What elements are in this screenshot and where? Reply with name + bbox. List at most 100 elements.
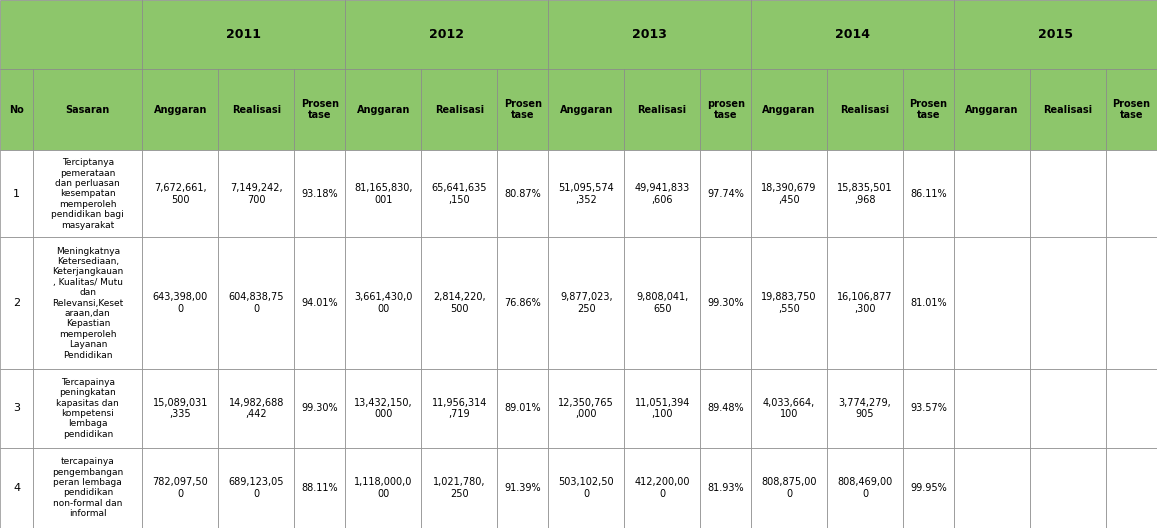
Text: 49,941,833
,606: 49,941,833 ,606 — [634, 183, 690, 205]
Bar — [294, 448, 345, 528]
Text: 13,432,150,
000: 13,432,150, 000 — [354, 398, 413, 419]
Bar — [498, 448, 548, 528]
Bar — [904, 237, 955, 369]
Bar — [955, 448, 1030, 528]
Bar — [955, 0, 1157, 69]
Text: 88.11%: 88.11% — [302, 483, 338, 493]
Text: 91.39%: 91.39% — [504, 483, 541, 493]
Bar — [219, 448, 294, 528]
Bar — [904, 369, 955, 448]
Bar — [142, 0, 345, 69]
Text: Tercapainya
peningkatan
kapasitas dan
kompetensi
lembaga
pendidikan: Tercapainya peningkatan kapasitas dan ko… — [57, 378, 119, 439]
Text: 99.95%: 99.95% — [911, 483, 946, 493]
Text: 1: 1 — [13, 189, 20, 199]
Text: Realisasi: Realisasi — [840, 105, 890, 115]
Bar — [0, 0, 142, 69]
Text: 99.30%: 99.30% — [707, 298, 744, 308]
Bar — [421, 448, 498, 528]
Bar — [548, 69, 624, 150]
Text: 4: 4 — [13, 483, 20, 493]
Text: 99.30%: 99.30% — [302, 403, 338, 413]
Text: No: No — [9, 105, 24, 115]
Text: 86.11%: 86.11% — [911, 189, 946, 199]
Text: 503,102,50
0: 503,102,50 0 — [559, 477, 614, 498]
Text: 7,672,661,
500: 7,672,661, 500 — [154, 183, 207, 205]
Text: 14,982,688
,442: 14,982,688 ,442 — [229, 398, 283, 419]
Text: 808,875,00
0: 808,875,00 0 — [761, 477, 817, 498]
Bar — [498, 237, 548, 369]
Bar — [1030, 69, 1106, 150]
Bar — [955, 237, 1030, 369]
Text: 2,814,220,
500: 2,814,220, 500 — [433, 293, 486, 314]
Text: Realisasi: Realisasi — [1044, 105, 1092, 115]
Text: 2012: 2012 — [429, 28, 464, 41]
Text: 93.57%: 93.57% — [911, 403, 946, 413]
Text: 2015: 2015 — [1038, 28, 1073, 41]
Text: 51,095,574
,352: 51,095,574 ,352 — [559, 183, 614, 205]
Bar — [548, 448, 624, 528]
Text: 604,838,75
0: 604,838,75 0 — [229, 293, 285, 314]
Text: 3,774,279,
905: 3,774,279, 905 — [839, 398, 891, 419]
Bar — [548, 237, 624, 369]
Bar — [548, 150, 624, 237]
Text: 15,089,031
,335: 15,089,031 ,335 — [153, 398, 208, 419]
Bar — [700, 150, 751, 237]
Bar — [219, 150, 294, 237]
Bar — [1030, 369, 1106, 448]
Text: 2: 2 — [13, 298, 20, 308]
Text: Realisasi: Realisasi — [231, 105, 281, 115]
Bar — [345, 237, 421, 369]
Text: 1,021,780,
250: 1,021,780, 250 — [433, 477, 486, 498]
Bar — [345, 369, 421, 448]
Bar — [751, 69, 827, 150]
Text: Anggaran: Anggaran — [965, 105, 1019, 115]
Bar — [1106, 69, 1157, 150]
Text: 89.01%: 89.01% — [504, 403, 541, 413]
Text: Prosen
tase: Prosen tase — [909, 99, 948, 120]
Text: Anggaran: Anggaran — [154, 105, 207, 115]
Bar — [827, 448, 904, 528]
Text: 782,097,50
0: 782,097,50 0 — [153, 477, 208, 498]
Bar — [0, 369, 34, 448]
Text: 18,390,679
,450: 18,390,679 ,450 — [761, 183, 817, 205]
Text: 81,165,830,
001: 81,165,830, 001 — [354, 183, 413, 205]
Text: 9,877,023,
250: 9,877,023, 250 — [560, 293, 612, 314]
Text: 12,350,765
,000: 12,350,765 ,000 — [559, 398, 614, 419]
Text: Meningkatnya
Ketersediaan,
Keterjangkauan
, Kualitas/ Mutu
dan
Relevansi,Keset
a: Meningkatnya Ketersediaan, Keterjangkaua… — [52, 247, 124, 360]
Bar — [624, 69, 700, 150]
Bar — [498, 369, 548, 448]
Bar — [294, 237, 345, 369]
Bar — [34, 448, 142, 528]
Text: 65,641,635
,150: 65,641,635 ,150 — [432, 183, 487, 205]
Text: 1,118,000,0
00: 1,118,000,0 00 — [354, 477, 413, 498]
Text: 3,661,430,0
00: 3,661,430,0 00 — [354, 293, 413, 314]
Bar — [751, 369, 827, 448]
Bar — [34, 369, 142, 448]
Text: 7,149,242,
700: 7,149,242, 700 — [230, 183, 282, 205]
Text: Prosen
tase: Prosen tase — [503, 99, 541, 120]
Bar — [700, 369, 751, 448]
Text: 412,200,00
0: 412,200,00 0 — [634, 477, 690, 498]
Bar — [904, 69, 955, 150]
Text: tercapainya
pengembangan
peran lembaga
pendidikan
non-formal dan
informal: tercapainya pengembangan peran lembaga p… — [52, 457, 124, 518]
Bar — [1106, 150, 1157, 237]
Bar — [1106, 369, 1157, 448]
Text: 4,033,664,
100: 4,033,664, 100 — [762, 398, 816, 419]
Bar — [0, 237, 34, 369]
Bar — [345, 69, 421, 150]
Bar — [624, 369, 700, 448]
Bar — [751, 448, 827, 528]
Bar — [0, 150, 34, 237]
Text: 16,106,877
,300: 16,106,877 ,300 — [838, 293, 893, 314]
Bar — [827, 369, 904, 448]
Text: Realisasi: Realisasi — [638, 105, 687, 115]
Bar — [34, 69, 142, 150]
Bar — [1030, 237, 1106, 369]
Bar — [827, 69, 904, 150]
Bar — [700, 237, 751, 369]
Bar — [1106, 448, 1157, 528]
Bar — [498, 69, 548, 150]
Bar — [955, 369, 1030, 448]
Text: 97.74%: 97.74% — [707, 189, 744, 199]
Bar — [0, 69, 34, 150]
